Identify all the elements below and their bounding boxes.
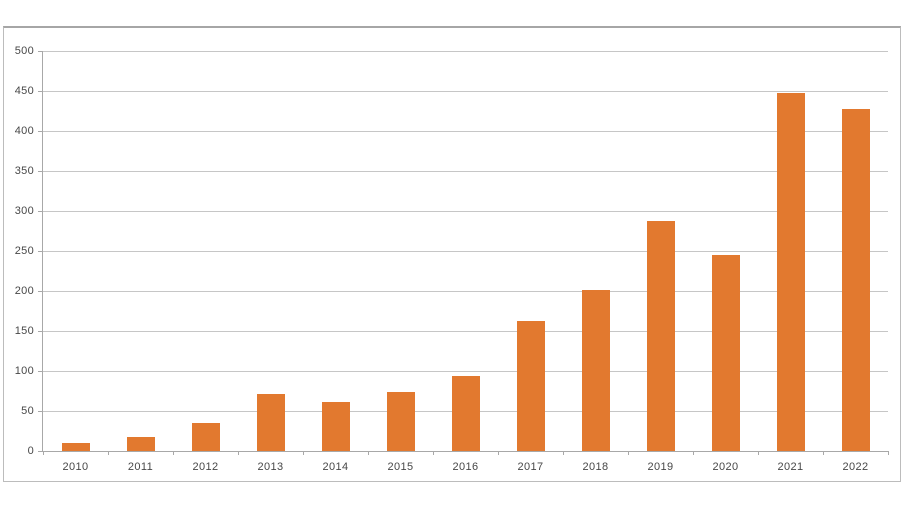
x-axis-tick-label-2011: 2011 — [127, 461, 154, 473]
y-axis-tick-label: 50 — [21, 405, 34, 417]
x-tick-mark — [757, 451, 759, 455]
y-axis-tick-label: 250 — [14, 245, 34, 257]
x-tick-mark — [627, 451, 629, 455]
y-tick-mark — [38, 90, 42, 92]
x-axis-tick-label-2015: 2015 — [387, 461, 414, 473]
x-tick-mark — [42, 451, 44, 455]
y-tick-mark — [38, 250, 42, 252]
x-axis-tick-label-2019: 2019 — [647, 461, 674, 473]
gridline-y-500 — [43, 50, 888, 52]
y-tick-mark — [38, 410, 42, 412]
x-tick-mark — [562, 451, 564, 455]
gridline-y-100 — [43, 370, 888, 372]
x-axis-tick-label-2018: 2018 — [582, 461, 609, 473]
y-tick-mark — [38, 130, 42, 132]
y-axis-tick-label: 300 — [14, 205, 34, 217]
y-tick-mark — [38, 170, 42, 172]
bar-2018 — [581, 290, 610, 451]
x-axis-tick-label-2022: 2022 — [842, 461, 869, 473]
x-tick-mark — [432, 451, 434, 455]
bar-2016 — [451, 375, 480, 451]
x-tick-mark — [302, 451, 304, 455]
gridline-y-300 — [43, 210, 888, 212]
gridline-y-350 — [43, 170, 888, 172]
chart-frame: 0 50 100 150 200 250 300 350 400 450 500 2010 2011 20… — [3, 26, 901, 482]
gridline-y-250 — [43, 250, 888, 252]
bar-2017 — [516, 321, 545, 451]
y-axis-tick-label: 350 — [14, 165, 34, 177]
y-axis-tick-label: 150 — [14, 325, 34, 337]
x-axis-tick-label-2017: 2017 — [517, 461, 544, 473]
x-axis-tick-label-2020: 2020 — [712, 461, 739, 473]
y-axis-tick-label: 100 — [14, 365, 34, 377]
y-axis-tick-label: 450 — [14, 85, 34, 97]
x-tick-mark — [497, 451, 499, 455]
x-axis-tick-label-2013: 2013 — [257, 461, 284, 473]
y-axis-tick-label: 400 — [14, 125, 34, 137]
x-tick-mark — [692, 451, 694, 455]
y-tick-mark — [38, 290, 42, 292]
gridline-y-200 — [43, 290, 888, 292]
y-tick-mark — [38, 50, 42, 52]
x-tick-mark — [107, 451, 109, 455]
x-tick-mark — [237, 451, 239, 455]
bar-2010 — [61, 443, 90, 451]
y-tick-mark — [38, 450, 42, 452]
bar-2019 — [646, 221, 675, 451]
bar-2012 — [191, 423, 220, 451]
gridline-y-400 — [43, 130, 888, 132]
y-axis-tick-label: 500 — [14, 45, 34, 57]
x-axis-tick-label-2016: 2016 — [452, 461, 479, 473]
x-axis-tick-label-2021: 2021 — [777, 461, 804, 473]
bar-2015 — [386, 391, 415, 451]
bar-2013 — [256, 394, 285, 451]
x-tick-mark — [172, 451, 174, 455]
bar-2014 — [321, 402, 350, 451]
x-axis-tick-label-2012: 2012 — [192, 461, 219, 473]
x-tick-mark — [822, 451, 824, 455]
x-axis-tick-label-2014: 2014 — [322, 461, 349, 473]
y-tick-mark — [38, 370, 42, 372]
y-axis-tick-label: 200 — [14, 285, 34, 297]
bar-2011 — [126, 437, 155, 451]
y-axis-tick-label: 0 — [27, 445, 34, 457]
y-axis-line — [42, 51, 43, 451]
gridline-y-150 — [43, 330, 888, 332]
x-axis-tick-label-2010: 2010 — [62, 461, 89, 473]
bar-2020 — [711, 255, 740, 451]
x-tick-mark — [887, 451, 889, 455]
y-tick-mark — [38, 330, 42, 332]
bar-2021 — [776, 93, 805, 451]
x-axis-line — [42, 450, 888, 452]
plot-area: 0 50 100 150 200 250 300 350 400 450 500 2010 2011 20… — [15, 45, 889, 473]
bar-2022 — [841, 109, 870, 451]
gridline-y-450 — [43, 90, 888, 92]
x-tick-mark — [367, 451, 369, 455]
y-tick-mark — [38, 210, 42, 212]
